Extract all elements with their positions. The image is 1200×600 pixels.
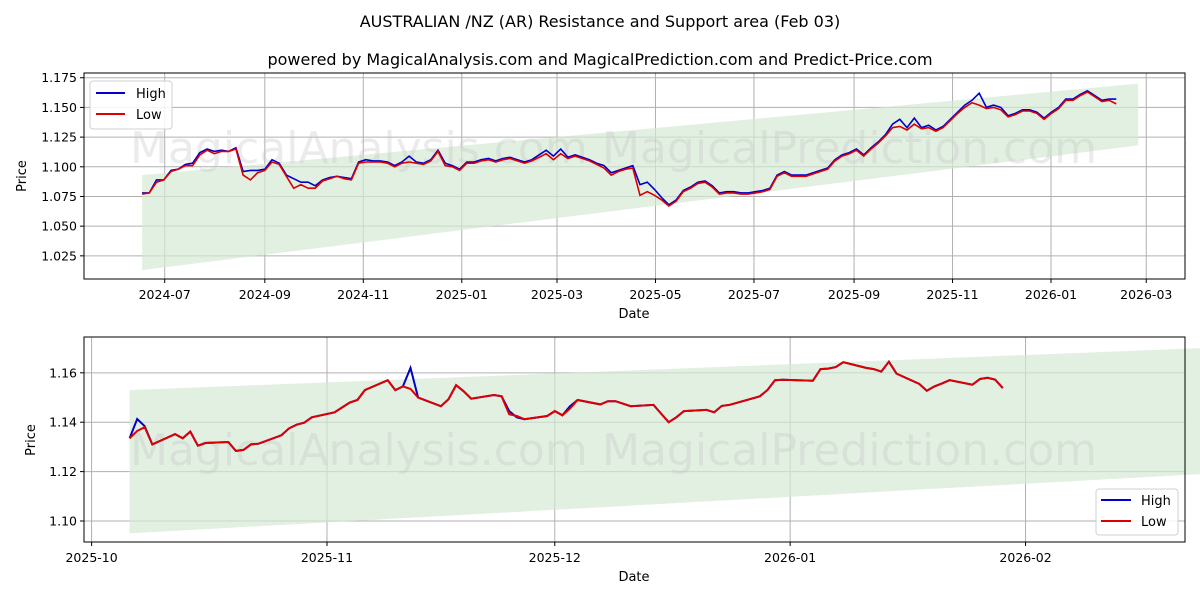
top-low-line [141, 91, 1117, 207]
x-tick-label: 2025-05 [629, 287, 681, 302]
x-tick-label: 2025-03 [531, 287, 583, 302]
bottom-y-axis-ticks: 1.10 1.12 1.14 1.16 [49, 365, 84, 529]
bottom-plot-frame [83, 336, 1186, 543]
watermark-bottom-left: MagicalAnalysis.com [130, 425, 588, 476]
x-tick-label: 2025-01 [436, 287, 488, 302]
x-tick-label: 2025-07 [728, 287, 780, 302]
x-tick-label: 2025-12 [529, 550, 581, 565]
y-tick-label: 1.075 [41, 189, 77, 204]
legend-high-label: High [136, 87, 166, 102]
y-tick-label: 1.175 [41, 70, 77, 85]
x-tick-label: 2026-02 [999, 550, 1051, 565]
x-tick-label: 2025-11 [301, 550, 353, 565]
y-tick-label: 1.050 [41, 219, 77, 234]
bottom-x-axis-label: Date [618, 570, 649, 585]
bottom-y-axis-label: Price [24, 424, 39, 456]
watermark-top-right: MagicalPrediction.com [602, 123, 1097, 174]
x-tick-label: 2025-11 [926, 287, 978, 302]
x-tick-label: 2025-09 [828, 287, 880, 302]
bottom-x-axis-ticks: 2025-10 2025-11 2025-12 2026-01 2026-02 [65, 542, 1052, 565]
x-tick-label: 2024-07 [139, 287, 191, 302]
y-tick-label: 1.125 [41, 130, 77, 145]
legend-low-label: Low [136, 108, 162, 123]
x-tick-label: 2024-11 [337, 287, 389, 302]
top-legend: High Low [89, 80, 173, 130]
top-price-panel: MagicalAnalysis.com MagicalPrediction.co… [15, 70, 1186, 322]
chart-subtitle: powered by MagicalAnalysis.com and Magic… [267, 50, 933, 69]
top-y-axis-label: Price [15, 160, 30, 192]
x-tick-label: 2025-10 [65, 550, 117, 565]
x-tick-label: 2024-09 [239, 287, 291, 302]
bottom-price-panel: MagicalAnalysis.com MagicalPrediction.co… [24, 336, 1200, 585]
y-tick-label: 1.16 [49, 365, 77, 380]
watermark-top-left: MagicalAnalysis.com [130, 123, 588, 174]
x-tick-label: 2026-01 [1025, 287, 1077, 302]
y-tick-label: 1.025 [41, 248, 77, 263]
top-high-line [142, 89, 1117, 206]
watermark-bottom-right: MagicalPrediction.com [602, 425, 1097, 476]
chart-title: AUSTRALIAN /NZ (AR) Resistance and Suppo… [359, 12, 841, 31]
legend-high-label: High [1141, 494, 1171, 509]
legend-low-label: Low [1141, 515, 1167, 530]
bottom-low-line [128, 359, 1004, 452]
x-tick-label: 2026-03 [1120, 287, 1172, 302]
y-tick-label: 1.150 [41, 100, 77, 115]
y-tick-label: 1.100 [41, 159, 77, 174]
top-x-axis-label: Date [618, 307, 649, 322]
top-y-axis-ticks: 1.025 1.050 1.075 1.100 1.125 1.150 1.175 [41, 70, 84, 263]
top-x-axis-ticks: 2024-07 2024-09 2024-11 2025-01 2025-03 2025-… [139, 279, 1172, 302]
bottom-support-resistance-band [129, 348, 1200, 534]
x-tick-label: 2026-01 [764, 550, 816, 565]
y-tick-label: 1.12 [49, 464, 77, 479]
y-tick-label: 1.14 [49, 415, 77, 430]
y-tick-label: 1.10 [49, 514, 77, 529]
top-plot-frame [83, 72, 1186, 280]
bottom-legend: High Low [1095, 488, 1179, 536]
